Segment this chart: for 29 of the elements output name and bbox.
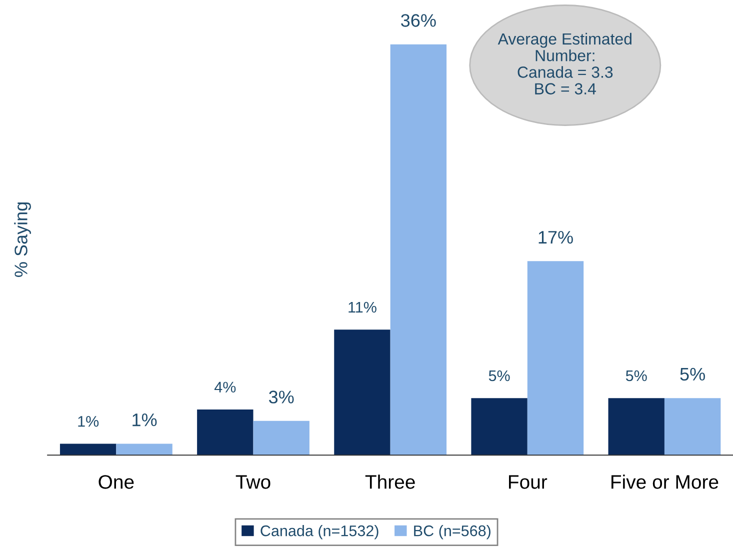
x-tick-label: Four [509, 475, 548, 489]
bar [608, 398, 664, 456]
bar [253, 420, 310, 456]
x-tick-label: Two [236, 475, 270, 489]
annotation: Average Estimated Number: Canada = 3.3 BC = 3.4 [498, 32, 632, 94]
data-label: 3% [268, 390, 294, 404]
bar [471, 398, 528, 456]
bar [664, 398, 721, 456]
x-tick-label: Three [365, 474, 415, 489]
data-label: 1% [78, 416, 99, 427]
data-label: 5% [680, 368, 705, 381]
y-axis-title: % Saying [14, 202, 31, 277]
x-tick-label: Five or More [612, 474, 718, 489]
data-label: 36% [401, 14, 436, 27]
bar [60, 444, 116, 456]
data-label: 11% [348, 302, 376, 313]
data-label: 5% [488, 370, 510, 382]
data-label: 17% [538, 230, 573, 244]
data-label: 5% [626, 370, 647, 382]
bar [334, 330, 390, 456]
x-tick-label: One [98, 475, 134, 489]
bar [116, 444, 172, 456]
bar [527, 261, 584, 456]
data-label: 4% [214, 382, 236, 393]
data-label: 1% [132, 414, 157, 426]
bar [390, 44, 447, 456]
legend-label: BC (n=568) [414, 525, 490, 540]
bar [197, 409, 254, 456]
legend-label: Canada (n=1532) [260, 525, 378, 540]
